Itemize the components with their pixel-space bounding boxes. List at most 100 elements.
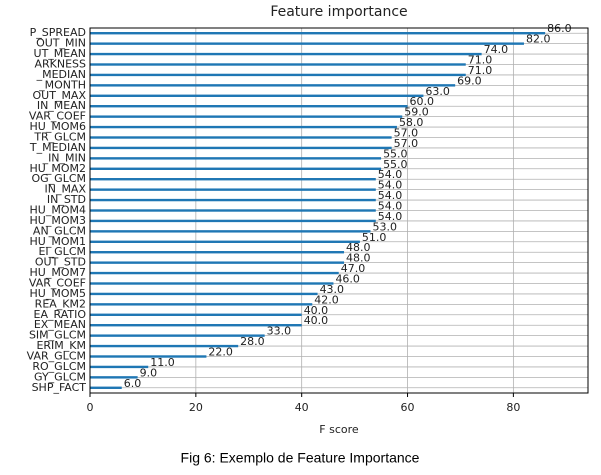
value-label: 53.0	[372, 220, 397, 233]
bar	[90, 146, 392, 150]
bar	[90, 365, 149, 369]
bar	[90, 157, 382, 160]
y-tick-label: SIM_GLCM	[29, 329, 86, 342]
value-label: 71.0	[468, 54, 493, 67]
bar	[90, 344, 239, 348]
y-tick-label: _MEDIAN	[36, 68, 86, 81]
value-label: 46.0	[335, 273, 360, 286]
y-tick-label: HU_MOM6	[30, 120, 86, 133]
bar	[90, 282, 334, 285]
y-tick-label: VAR_COEF	[29, 277, 86, 290]
y-tick-label: UT_MEAN	[34, 47, 86, 60]
y-tick-label: VAR_COEF	[29, 110, 86, 123]
value-label: 55.0	[383, 158, 408, 171]
chart-title: Feature importance	[270, 4, 407, 20]
value-label: 40.0	[304, 304, 329, 317]
value-label: 57.0	[394, 137, 419, 150]
y-tick-label: OUT_STD	[35, 256, 86, 269]
bar	[90, 251, 345, 254]
x-axis-label: F score	[319, 423, 359, 436]
bar	[90, 313, 302, 316]
x-tick-label: 80	[506, 401, 520, 414]
value-label: 86.0	[547, 22, 572, 35]
bar	[90, 63, 466, 66]
value-label: 54.0	[378, 210, 403, 223]
value-label: 28.0	[240, 335, 265, 348]
y-tick-label: HU_MOM7	[30, 266, 86, 279]
bar	[90, 292, 318, 296]
bar	[90, 125, 397, 129]
bar	[90, 219, 376, 223]
bar	[90, 105, 408, 108]
y-tick-label: T_MEDIAN	[29, 141, 86, 154]
bar	[90, 303, 313, 306]
value-label: 54.0	[378, 179, 403, 192]
bar	[90, 386, 122, 389]
value-label: 55.0	[383, 147, 408, 160]
bar	[90, 115, 403, 118]
value-label: 63.0	[425, 85, 450, 98]
y-tick-label: IN_STD	[47, 193, 86, 206]
value-label: 54.0	[378, 200, 403, 213]
x-tick-label: 0	[87, 401, 94, 414]
bar	[90, 334, 265, 337]
bar	[90, 42, 524, 45]
y-tick-label: IN_MAX	[44, 183, 86, 196]
y-tick-label: SHP_FACT	[32, 381, 87, 394]
y-tick-label: HU_MOM1	[30, 235, 86, 248]
y-tick-label: EA_RATIO	[34, 308, 87, 321]
caption: Fig 6: Exemplo de Feature Importance	[181, 450, 420, 466]
y-tick-label: P_SPREAD	[30, 26, 86, 39]
value-label: 74.0	[484, 43, 509, 56]
y-tick-label: EX_MEAN	[34, 318, 86, 331]
y-tick-label: _IN_MIN	[42, 151, 86, 164]
bar	[90, 188, 376, 191]
y-tick-label: _MONTH	[38, 78, 86, 91]
y-tick-label: OUT_MIN	[36, 37, 86, 50]
y-tick-label: ARKNESS	[34, 58, 86, 71]
value-label: 54.0	[378, 189, 403, 202]
y-tick-label: HU_MOM4	[30, 204, 86, 217]
y-tick-label: IN_MEAN	[37, 99, 86, 112]
bar	[90, 167, 382, 170]
value-label: 40.0	[304, 314, 329, 327]
y-tick-label: OUT_MAX	[33, 89, 87, 102]
bar	[90, 198, 376, 202]
value-label: 48.0	[346, 241, 371, 254]
value-label: 82.0	[526, 33, 551, 46]
bar	[90, 84, 456, 87]
y-tick-label: HU_MOM3	[30, 214, 86, 227]
value-label: 22.0	[208, 346, 233, 359]
bar	[90, 261, 345, 264]
bar	[90, 73, 466, 77]
value-label: 69.0	[457, 74, 482, 87]
bar	[90, 376, 138, 379]
value-label: 71.0	[468, 64, 493, 77]
bar	[90, 230, 371, 233]
bar	[90, 94, 424, 97]
value-label: 57.0	[394, 127, 419, 140]
y-tick-label: HU_MOM5	[30, 287, 86, 300]
bar	[90, 271, 339, 275]
bar	[90, 240, 360, 243]
y-tick-label: VAR_GLCM	[27, 350, 86, 363]
value-label: 54.0	[378, 168, 403, 181]
y-tick-label: HU_MOM2	[30, 162, 86, 175]
value-label: 6.0	[124, 377, 141, 390]
value-label: 59.0	[404, 106, 429, 119]
bar	[90, 324, 302, 327]
value-label: 60.0	[410, 95, 435, 108]
value-label: 33.0	[267, 325, 292, 338]
plot-frame	[89, 27, 589, 394]
bar	[90, 52, 482, 56]
bar	[90, 355, 207, 358]
bar	[90, 136, 392, 139]
value-label: 48.0	[346, 252, 371, 265]
y-tick-label: GY_GLCM	[34, 370, 86, 383]
value-label: 11.0	[150, 356, 175, 369]
y-tick-label: OG_GLCM	[31, 172, 86, 185]
bar	[90, 209, 376, 212]
x-tick-label: 20	[189, 401, 203, 414]
y-tick-label: TR_GLCM	[33, 131, 86, 144]
value-label: 47.0	[341, 262, 366, 275]
